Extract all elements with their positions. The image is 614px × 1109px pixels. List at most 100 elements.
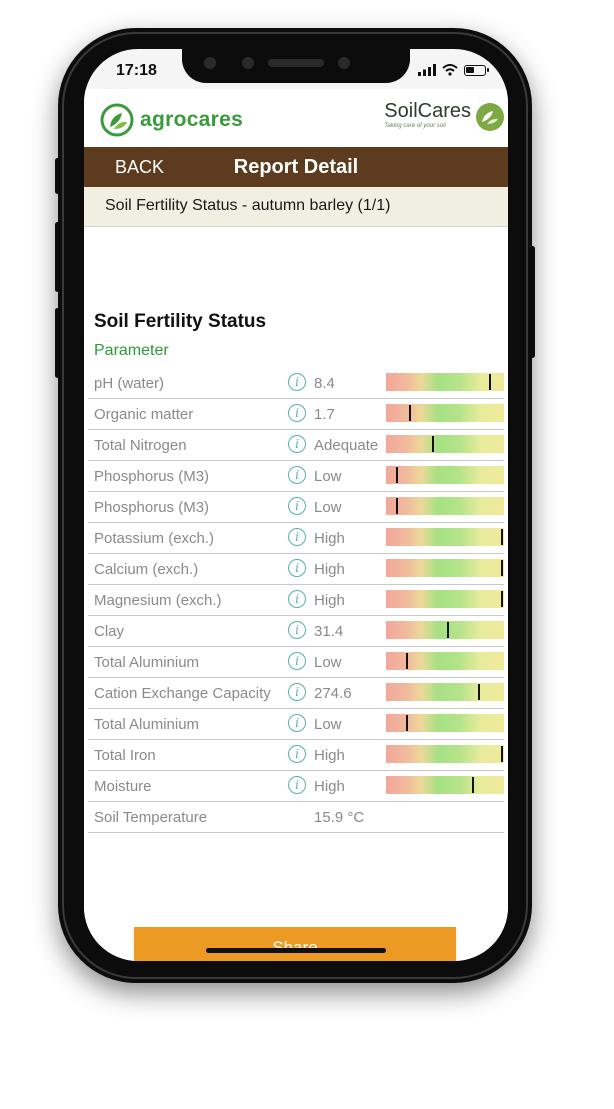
parameter-row: Calcium (exch.) i High <box>88 554 504 585</box>
gauge-marker <box>396 467 398 483</box>
phone-screen: 17:18 agrocares SoilCares Takin <box>84 49 508 961</box>
parameter-row: Clay i 31.4 <box>88 616 504 647</box>
parameter-row: Phosphorus (M3) i Low <box>88 492 504 523</box>
info-icon[interactable]: i <box>288 652 306 670</box>
gauge-marker <box>396 498 398 514</box>
parameter-name: Total Nitrogen <box>94 437 187 454</box>
gauge-marker <box>478 684 480 700</box>
camera <box>204 57 216 69</box>
parameter-row: Cation Exchange Capacity i 274.6 <box>88 678 504 709</box>
parameter-value: Low <box>314 468 342 485</box>
sensor <box>242 57 254 69</box>
parameter-value: 15.9 °C <box>314 809 365 826</box>
parameter-row: Moisture i High <box>88 771 504 802</box>
page-title: Report Detail <box>233 156 359 178</box>
home-indicator[interactable] <box>206 948 386 953</box>
gauge-marker <box>501 746 503 762</box>
parameter-value: Adequate <box>314 437 379 454</box>
report-subtitle: Soil Fertility Status - autumn barley (1… <box>105 197 391 214</box>
parameter-name: Magnesium (exch.) <box>94 592 222 609</box>
gauge-marker <box>409 405 411 421</box>
report-content: Soil Fertility Status Parameter pH (wate… <box>84 227 508 961</box>
info-icon[interactable]: i <box>288 435 306 453</box>
fertility-gauge <box>386 373 504 391</box>
parameter-value: Low <box>314 654 342 671</box>
info-icon[interactable]: i <box>288 714 306 732</box>
back-button[interactable]: BACK <box>115 157 165 177</box>
wifi-icon <box>442 64 458 76</box>
parameter-value: Low <box>314 716 342 733</box>
parameter-row: Total Nitrogen i Adequate <box>88 430 504 461</box>
info-icon[interactable]: i <box>288 776 306 794</box>
parameter-row: Soil Temperature 15.9 °C <box>88 802 504 833</box>
parameter-name: Organic matter <box>94 406 194 423</box>
gauge-marker <box>489 374 491 390</box>
fertility-gauge <box>386 435 504 453</box>
soilcares-leaf-icon <box>476 103 504 131</box>
notch <box>182 49 410 83</box>
status-icons <box>418 63 489 77</box>
gauge-marker <box>501 529 503 545</box>
parameter-value: 31.4 <box>314 623 344 640</box>
parameter-row: Total Iron i High <box>88 740 504 771</box>
section-title: Soil Fertility Status <box>94 311 267 332</box>
info-icon[interactable]: i <box>288 621 306 639</box>
fertility-gauge <box>386 559 504 577</box>
parameter-name: Total Iron <box>94 747 156 764</box>
parameter-row: Magnesium (exch.) i High <box>88 585 504 616</box>
volume-down-button <box>55 308 60 378</box>
power-button <box>530 246 535 358</box>
gauge-marker <box>406 653 408 669</box>
parameter-column-header: Parameter <box>94 342 169 359</box>
parameter-row: Potassium (exch.) i High <box>88 523 504 554</box>
parameter-row: Phosphorus (M3) i Low <box>88 461 504 492</box>
agrocares-leaf-icon <box>100 103 134 137</box>
info-icon[interactable]: i <box>288 466 306 484</box>
nav-bar: Report Detail BACK <box>84 147 508 187</box>
parameter-row: Total Aluminium i Low <box>88 709 504 740</box>
volume-up-button <box>55 222 60 292</box>
parameter-value: High <box>314 530 345 547</box>
soilcares-logo: SoilCares Taking care of your soil <box>384 101 506 133</box>
fertility-gauge <box>386 652 504 670</box>
signal-icon <box>418 64 436 76</box>
share-button[interactable]: Share <box>134 927 456 961</box>
parameter-name: Phosphorus (M3) <box>94 468 210 485</box>
parameter-row: Total Aluminium i Low <box>88 647 504 678</box>
mute-switch <box>55 158 60 194</box>
parameter-value: 1.7 <box>314 406 335 423</box>
parameter-row: pH (water) i 8.4 <box>88 368 504 399</box>
parameter-value: 274.6 <box>314 685 352 702</box>
info-icon[interactable]: i <box>288 683 306 701</box>
fertility-gauge <box>386 745 504 763</box>
fertility-gauge <box>386 683 504 701</box>
parameter-value: Low <box>314 499 342 516</box>
fertility-gauge <box>386 621 504 639</box>
parameter-name: pH (water) <box>94 375 165 392</box>
report-subtitle-bar: Soil Fertility Status - autumn barley (1… <box>84 187 508 227</box>
info-icon[interactable]: i <box>288 745 306 763</box>
info-icon[interactable]: i <box>288 590 306 608</box>
parameter-value: High <box>314 778 345 795</box>
parameter-value: High <box>314 592 345 609</box>
info-icon[interactable]: i <box>288 497 306 515</box>
parameter-name: Calcium (exch.) <box>94 561 199 578</box>
soilcares-tagline: Taking care of your soil <box>384 123 446 129</box>
gauge-marker <box>406 715 408 731</box>
agrocares-logo: agrocares <box>100 103 243 137</box>
fertility-gauge <box>386 590 504 608</box>
fertility-gauge <box>386 528 504 546</box>
parameter-value: High <box>314 747 345 764</box>
info-icon[interactable]: i <box>288 528 306 546</box>
parameter-row: Organic matter i 1.7 <box>88 399 504 430</box>
parameter-table: pH (water) i 8.4 Organic matter i 1.7 Total Ni… <box>88 368 504 833</box>
info-icon[interactable]: i <box>288 373 306 391</box>
parameter-name: Phosphorus (M3) <box>94 499 210 516</box>
gauge-marker <box>501 560 503 576</box>
status-time: 17:18 <box>116 62 157 79</box>
parameter-name: Moisture <box>94 778 152 795</box>
gauge-marker <box>432 436 434 452</box>
info-icon[interactable]: i <box>288 559 306 577</box>
info-icon[interactable]: i <box>288 404 306 422</box>
parameter-name: Potassium (exch.) <box>94 530 215 547</box>
